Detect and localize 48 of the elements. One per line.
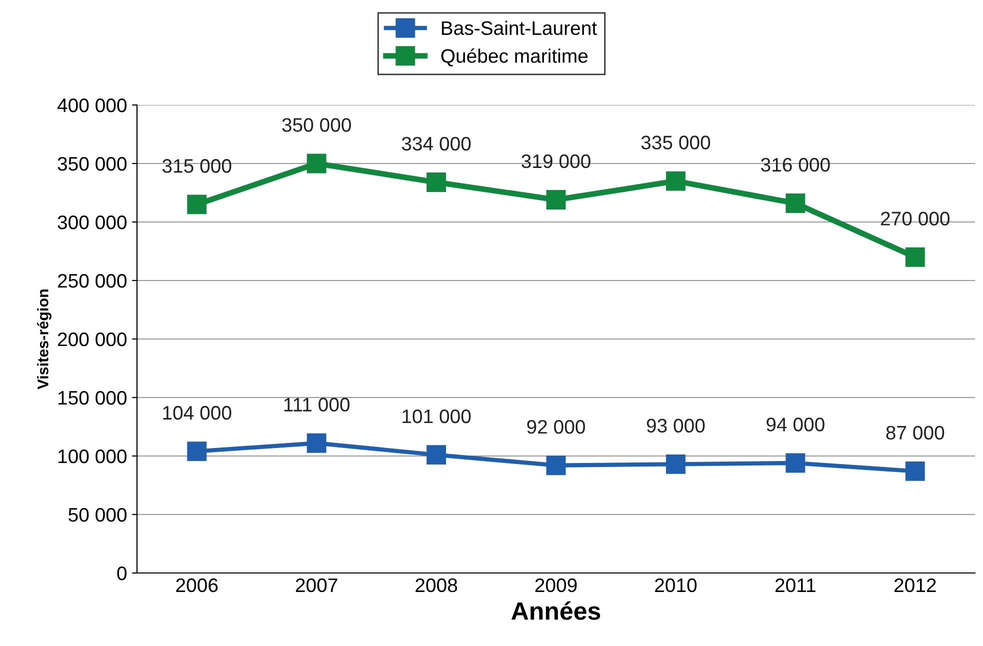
point (426, 172, 446, 192)
point (187, 442, 207, 462)
point (306, 154, 326, 174)
data-label: 93 000 (646, 418, 705, 433)
data-label: 111 000 (284, 398, 350, 412)
y-tick-label: 50 000 (68, 508, 127, 522)
x-tick-label: 2007 (296, 578, 338, 592)
y-axis-title: Visites-région (37, 290, 52, 390)
y-tick-label: 100 000 (58, 449, 127, 464)
point (306, 433, 326, 453)
data-label: 334 000 (402, 136, 471, 151)
point (546, 190, 566, 210)
data-label: 92 000 (527, 420, 585, 434)
data-label: 316 000 (761, 158, 830, 172)
x-tick-label: 2008 (416, 578, 458, 592)
point (546, 456, 566, 476)
x-tick-label: 2010 (655, 578, 697, 592)
point (666, 171, 686, 191)
point (666, 454, 686, 474)
y-tick-label: 300 000 (58, 215, 127, 230)
y-tick-label: 350 000 (58, 156, 127, 171)
legend-label: Bas-Saint-Laurent (442, 20, 597, 36)
y-tick-label: 200 000 (58, 332, 127, 346)
x-tick-label: 2006 (176, 578, 218, 592)
x-tick-label: 2011 (776, 578, 816, 592)
x-axis-title: Années (511, 601, 600, 620)
data-label: 104 000 (163, 406, 232, 420)
data-label: 101 000 (402, 409, 471, 424)
point (426, 445, 446, 465)
point (905, 461, 925, 481)
data-label: 335 000 (641, 136, 710, 150)
data-label: 87 000 (886, 426, 944, 440)
x-tick-label: 2012 (894, 578, 936, 592)
data-label: 270 000 (880, 212, 950, 226)
data-label: 350 000 (282, 118, 351, 132)
data-label: 319 000 (522, 154, 590, 168)
point (187, 194, 207, 214)
x-tick-label: 2009 (535, 578, 577, 592)
y-tick-label: 250 000 (58, 274, 127, 288)
point (786, 194, 806, 214)
y-tick-label: 0 (117, 566, 127, 580)
legend-label: Québec maritime (441, 48, 588, 66)
y-tick-label: 150 000 (58, 390, 127, 405)
data-label: 315 000 (162, 159, 232, 173)
y-tick-label: 400 000 (57, 98, 127, 112)
data-label: 94 000 (766, 418, 824, 432)
point (905, 247, 925, 267)
point (786, 453, 806, 473)
